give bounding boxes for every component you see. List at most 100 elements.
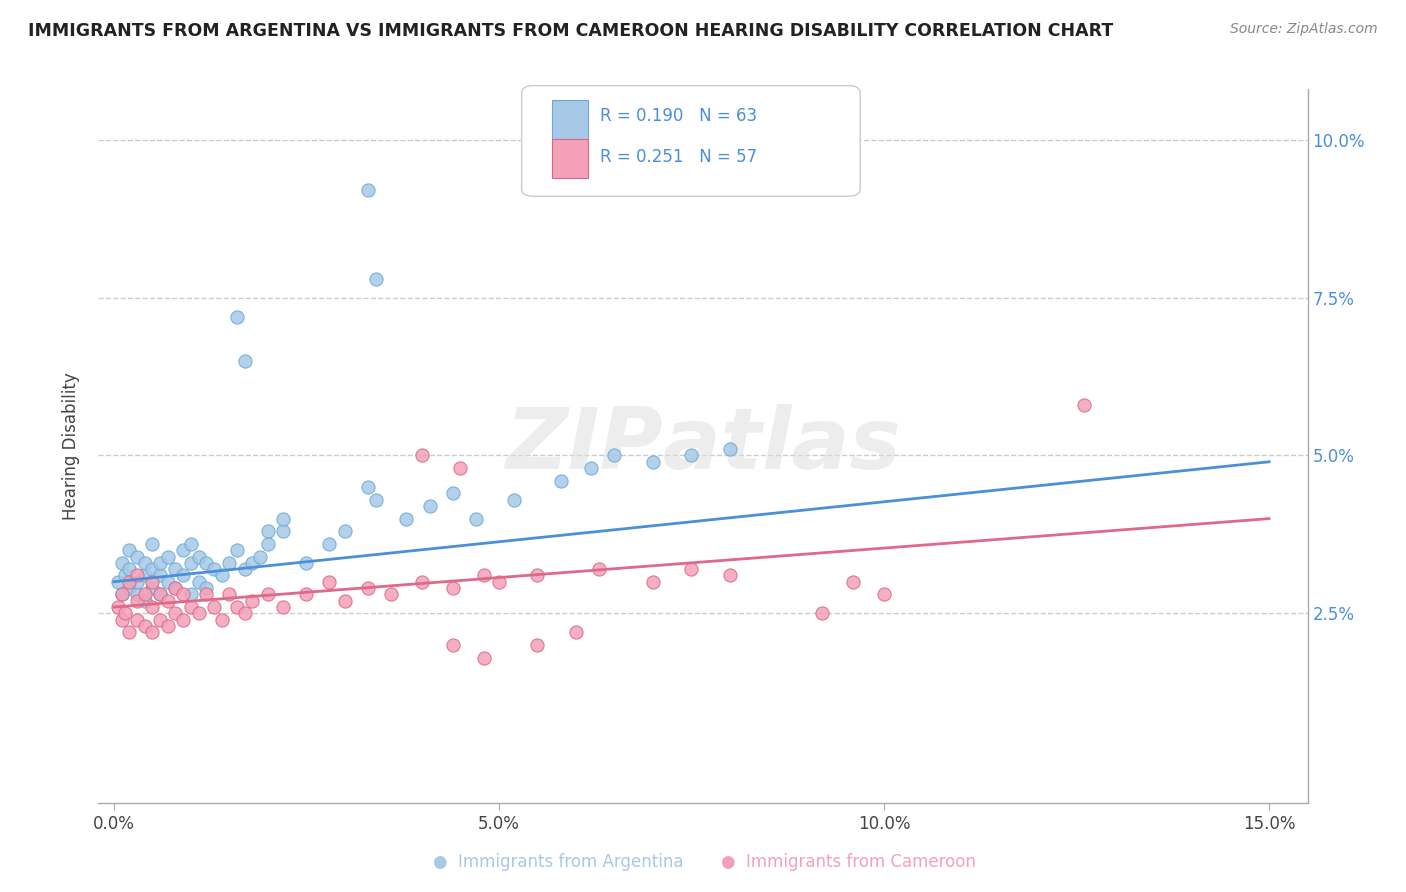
Point bbox=[364, 492, 387, 507]
Point bbox=[165, 607, 187, 621]
Point bbox=[588, 562, 610, 576]
Text: IMMIGRANTS FROM ARGENTINA VS IMMIGRANTS FROM CAMEROON HEARING DISABILITY CORRELA: IMMIGRANTS FROM ARGENTINA VS IMMIGRANTS … bbox=[28, 22, 1114, 40]
Point bbox=[110, 613, 132, 627]
Point bbox=[180, 537, 202, 551]
Point bbox=[202, 562, 225, 576]
Point bbox=[257, 524, 280, 539]
Point bbox=[187, 607, 209, 621]
Point bbox=[842, 574, 865, 589]
Point bbox=[641, 574, 664, 589]
Point bbox=[550, 474, 572, 488]
Point bbox=[165, 562, 187, 576]
Point bbox=[125, 574, 148, 589]
Point bbox=[1073, 398, 1095, 412]
Point bbox=[333, 593, 356, 607]
Point bbox=[118, 625, 141, 640]
Point bbox=[233, 562, 256, 576]
Point bbox=[118, 574, 141, 589]
Point bbox=[118, 581, 141, 595]
Point bbox=[134, 568, 156, 582]
Point bbox=[211, 613, 233, 627]
Point bbox=[202, 600, 225, 615]
Point bbox=[141, 562, 163, 576]
Bar bbox=[551, 139, 588, 178]
Y-axis label: Hearing Disability: Hearing Disability bbox=[62, 372, 80, 520]
Text: R = 0.190   N = 63: R = 0.190 N = 63 bbox=[600, 107, 758, 125]
Point bbox=[257, 587, 280, 601]
Point bbox=[110, 587, 132, 601]
Point bbox=[395, 511, 418, 525]
Point bbox=[565, 625, 588, 640]
Point bbox=[333, 524, 356, 539]
Point bbox=[195, 581, 218, 595]
Point bbox=[472, 650, 495, 665]
Point bbox=[411, 574, 433, 589]
Point bbox=[718, 442, 741, 457]
Point bbox=[149, 556, 172, 570]
Point bbox=[149, 587, 172, 601]
Point bbox=[218, 587, 240, 601]
Point bbox=[172, 568, 194, 582]
Point bbox=[156, 549, 179, 564]
Point bbox=[180, 600, 202, 615]
Point bbox=[464, 511, 486, 525]
Point bbox=[134, 593, 156, 607]
Point bbox=[118, 543, 141, 558]
Point bbox=[195, 556, 218, 570]
Point bbox=[172, 613, 194, 627]
Point bbox=[357, 480, 380, 494]
Point bbox=[603, 449, 626, 463]
Point bbox=[526, 568, 548, 582]
Point bbox=[233, 353, 256, 368]
Point bbox=[295, 587, 318, 601]
Point bbox=[249, 549, 271, 564]
Point bbox=[141, 574, 163, 589]
Point bbox=[233, 607, 256, 621]
Point bbox=[125, 568, 148, 582]
Point bbox=[134, 619, 156, 633]
Point bbox=[110, 556, 132, 570]
Point bbox=[180, 587, 202, 601]
Point bbox=[526, 638, 548, 652]
Point bbox=[125, 587, 148, 601]
Point bbox=[449, 461, 471, 475]
Point bbox=[114, 568, 136, 582]
Point bbox=[364, 271, 387, 285]
Point bbox=[149, 568, 172, 582]
Point bbox=[257, 537, 280, 551]
Point bbox=[125, 593, 148, 607]
Point bbox=[503, 492, 526, 507]
Point bbox=[149, 613, 172, 627]
Point bbox=[419, 499, 441, 513]
Text: R = 0.251   N = 57: R = 0.251 N = 57 bbox=[600, 148, 758, 166]
Point bbox=[180, 556, 202, 570]
Point bbox=[681, 449, 703, 463]
FancyBboxPatch shape bbox=[522, 86, 860, 196]
Point bbox=[441, 486, 464, 500]
Text: ZIP​atlas: ZIP​atlas bbox=[505, 404, 901, 488]
Point bbox=[156, 619, 179, 633]
Point bbox=[110, 587, 132, 601]
Point bbox=[187, 549, 209, 564]
Point bbox=[411, 449, 433, 463]
Point bbox=[295, 556, 318, 570]
Point bbox=[107, 600, 129, 615]
Point bbox=[118, 562, 141, 576]
Text: ●  Immigrants from Argentina: ● Immigrants from Argentina bbox=[433, 853, 683, 871]
Point bbox=[187, 574, 209, 589]
Point bbox=[165, 581, 187, 595]
Point bbox=[218, 556, 240, 570]
Point bbox=[226, 543, 249, 558]
Point bbox=[107, 574, 129, 589]
Point bbox=[149, 587, 172, 601]
Point bbox=[141, 625, 163, 640]
Point bbox=[172, 543, 194, 558]
Point bbox=[271, 511, 294, 525]
Point bbox=[718, 568, 741, 582]
Point bbox=[873, 587, 896, 601]
Text: ●  Immigrants from Cameroon: ● Immigrants from Cameroon bbox=[721, 853, 976, 871]
Point bbox=[271, 524, 294, 539]
Point bbox=[156, 593, 179, 607]
Point bbox=[488, 574, 510, 589]
Point bbox=[581, 461, 603, 475]
